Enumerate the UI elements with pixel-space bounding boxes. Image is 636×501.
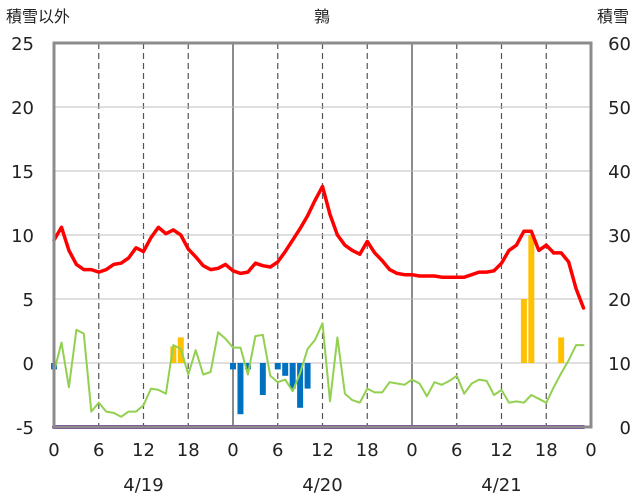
chart-title: 鶉	[314, 7, 330, 26]
left-tick-label: 5	[23, 290, 34, 311]
left-tick-label: 0	[23, 354, 34, 375]
x-tick-label: 0	[227, 440, 238, 461]
bar	[237, 363, 244, 415]
right-axis-ticks: 60 50 40 30 20 10 0	[608, 34, 631, 439]
x-tick-label: 18	[356, 440, 379, 461]
bar	[289, 363, 296, 389]
bar	[520, 299, 527, 363]
x-tick-label: 0	[48, 440, 59, 461]
bar	[230, 363, 236, 370]
gridlines	[54, 43, 591, 427]
bar	[297, 363, 304, 408]
x-tick-label: 6	[451, 440, 462, 461]
right-tick-label: 0	[620, 418, 631, 439]
right-tick-label: 50	[608, 98, 631, 119]
x-tick-label: 12	[132, 440, 155, 461]
left-tick-label: 15	[11, 162, 34, 183]
left-tick-label: 25	[11, 34, 34, 55]
series-lines	[52, 184, 586, 429]
bar	[528, 235, 535, 363]
x-tick-label: 0	[406, 440, 417, 461]
right-tick-label: 20	[608, 290, 631, 311]
bar	[274, 363, 281, 370]
right-axis-label: 積雪	[597, 7, 629, 26]
bar	[558, 337, 565, 363]
x-tick-label: 6	[93, 440, 104, 461]
left-tick-label: 20	[11, 98, 34, 119]
x-tick-label: 18	[535, 440, 558, 461]
x-tick-label: 12	[490, 440, 513, 461]
date-label: 4/19	[123, 475, 163, 496]
bar	[170, 346, 177, 363]
x-tick-label: 18	[177, 440, 200, 461]
x-tick-label: 0	[585, 440, 596, 461]
series-line	[52, 184, 556, 279]
date-labels: 4/19 4/20 4/21	[123, 475, 521, 496]
bars	[51, 235, 565, 415]
left-tick-label: -5	[16, 418, 34, 439]
series-line	[551, 251, 586, 310]
left-axis-ticks: 25 20 15 10 5 0 -5	[11, 34, 34, 439]
x-axis-ticks: 0 6 12 18 0 6 12 18 0 6 12 18 0	[48, 440, 596, 461]
bar	[304, 363, 311, 389]
date-label: 4/21	[481, 475, 521, 496]
bar	[282, 363, 289, 376]
left-axis-label: 積雪以外	[6, 7, 70, 26]
x-tick-label: 6	[272, 440, 283, 461]
date-label: 4/20	[302, 475, 342, 496]
right-tick-label: 60	[608, 34, 631, 55]
plot-frame	[52, 41, 593, 429]
bar	[259, 363, 266, 395]
x-tick-label: 12	[311, 440, 334, 461]
series-line	[53, 322, 585, 418]
right-tick-label: 10	[608, 354, 631, 375]
bar	[244, 363, 251, 370]
right-tick-label: 30	[608, 226, 631, 247]
left-tick-label: 10	[11, 226, 34, 247]
right-tick-label: 40	[608, 162, 631, 183]
